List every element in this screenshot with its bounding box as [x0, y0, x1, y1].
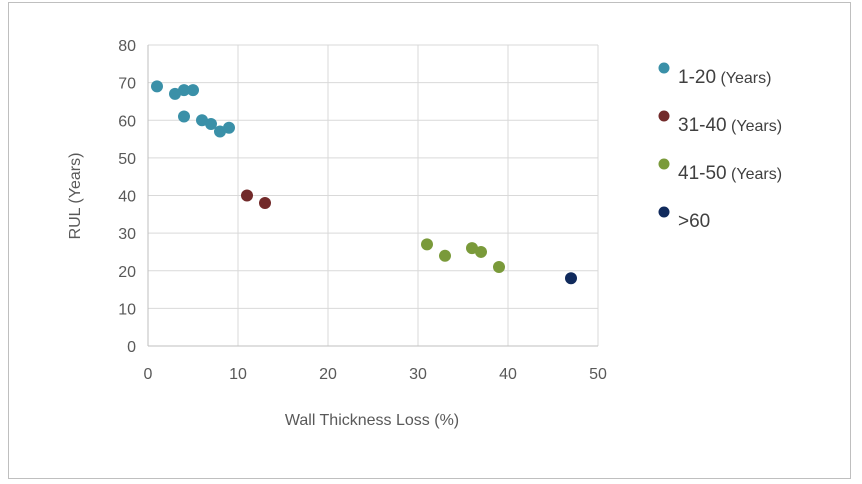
legend-label: 31-40 (Years): [678, 115, 782, 136]
legend-label-unit: (Years): [716, 70, 771, 87]
data-point: [421, 238, 433, 251]
data-point: [196, 114, 208, 127]
legend-label: 41-50 (Years): [678, 163, 782, 184]
legend-marker: [658, 158, 670, 170]
axes: [147, 45, 598, 347]
y-tick-label: 30: [118, 226, 136, 243]
data-point: [493, 260, 505, 273]
legend: 1-20 (Years)31-40 (Years)41-50 (Years)>6…: [658, 62, 782, 232]
legend-label-main: >60: [678, 211, 710, 232]
data-point: [241, 189, 253, 202]
x-tick-label: 40: [499, 366, 517, 383]
x-tick-label: 20: [319, 366, 337, 383]
y-tick-label: 40: [118, 189, 136, 206]
legend-label: >60: [678, 211, 710, 232]
legend-marker: [658, 62, 670, 74]
data-points: [151, 80, 577, 285]
x-tick-label: 0: [144, 366, 153, 383]
x-tick-label: 30: [409, 366, 427, 383]
data-point: [151, 80, 163, 93]
x-axis-label: Wall Thickness Loss (%): [285, 412, 459, 429]
y-tick-label: 60: [118, 113, 136, 130]
data-point: [214, 125, 226, 138]
data-point: [178, 110, 190, 123]
y-tick-label: 70: [118, 76, 136, 93]
y-tick-label: 10: [118, 301, 136, 318]
data-point: [466, 242, 478, 255]
x-tick-label: 10: [229, 366, 247, 383]
data-point: [187, 84, 199, 97]
data-point: [178, 84, 190, 97]
legend-label-main: 41-50: [678, 163, 727, 184]
legend-marker: [658, 206, 670, 218]
y-tick-label: 0: [127, 339, 136, 356]
data-point: [439, 249, 451, 262]
gridlines: [147, 44, 599, 347]
legend-marker: [658, 110, 670, 122]
y-tick-label: 50: [118, 151, 136, 168]
y-tick-label: 20: [118, 264, 136, 281]
data-point: [259, 197, 271, 210]
x-tick-label: 50: [589, 366, 607, 383]
data-point: [565, 272, 577, 285]
data-point: [475, 245, 487, 258]
tick-labels: 0 10 20 30 40 50 0 10 20 30 40 50 60 70 80: [118, 38, 607, 383]
data-point: [169, 87, 181, 100]
legend-label-unit: (Years): [727, 166, 782, 183]
legend-label: 1-20 (Years): [678, 67, 771, 88]
data-point: [205, 118, 217, 131]
y-tick-label: 80: [118, 38, 136, 55]
data-point: [223, 121, 235, 134]
y-axis-label: RUL (Years): [67, 153, 84, 240]
legend-label-main: 31-40: [678, 115, 727, 136]
legend-label-main: 1-20: [678, 67, 716, 88]
legend-label-unit: (Years): [727, 118, 782, 135]
